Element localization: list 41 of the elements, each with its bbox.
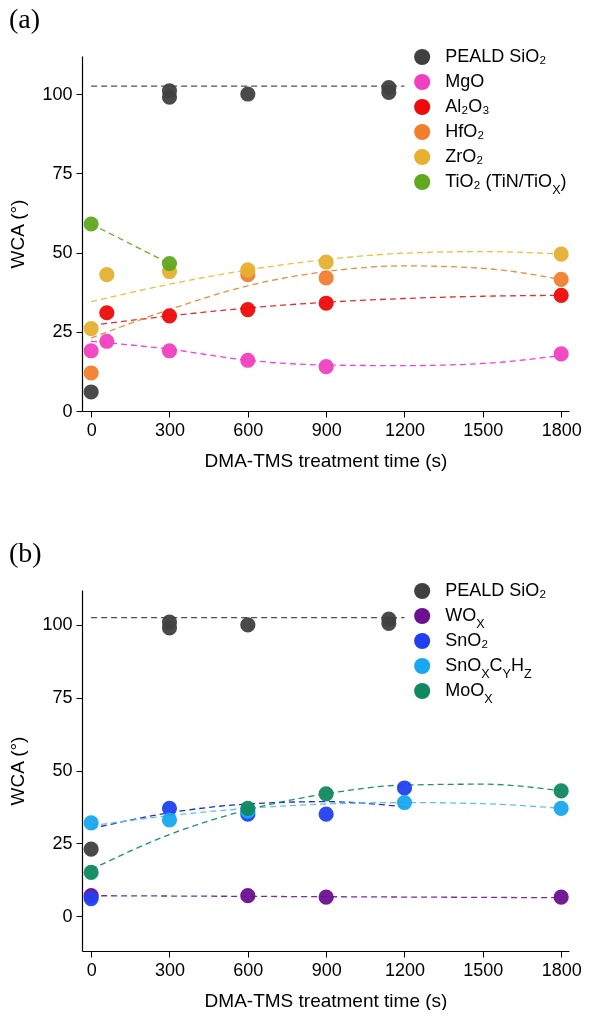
x-tick-label: 1800 bbox=[541, 419, 582, 440]
x-tick-label: 1500 bbox=[463, 959, 504, 980]
y-tick-label: 0 bbox=[62, 400, 73, 421]
y-tick-label: 50 bbox=[52, 760, 73, 780]
x-tick-label: 1200 bbox=[384, 959, 426, 980]
x-tick-label: 0 bbox=[86, 419, 97, 440]
x-tick-label: 300 bbox=[154, 419, 185, 440]
y-tick-label: 100 bbox=[42, 83, 73, 104]
legend-label: Al₂O₃ bbox=[445, 96, 490, 116]
y-axis-title: WCA (°) bbox=[7, 736, 29, 806]
x-tick-label: 1800 bbox=[541, 959, 582, 980]
x-axis-title: DMA-TMS treatment time (s) bbox=[204, 989, 448, 1011]
legend-label: TiO₂ (TiN/TiO$_{X}$) bbox=[445, 171, 567, 197]
y-tick-label: 50 bbox=[52, 242, 73, 263]
y-tick-label: 25 bbox=[52, 832, 73, 853]
legend-label: PEALD SiO₂ bbox=[445, 580, 547, 600]
legend-label: SnO₂ bbox=[445, 630, 489, 650]
x-tick-label: 900 bbox=[311, 959, 342, 980]
x-tick-label: 600 bbox=[233, 959, 264, 980]
x-tick-label: 900 bbox=[311, 419, 342, 440]
x-tick-label: 1500 bbox=[463, 419, 504, 440]
legend-label: WO$_{X}$ bbox=[445, 605, 486, 631]
legend-label: PEALD SiO₂ bbox=[445, 46, 547, 66]
legend-label: ZrO₂ bbox=[445, 146, 484, 166]
x-tick-label: 600 bbox=[233, 419, 264, 440]
x-tick-label: 1200 bbox=[384, 419, 426, 440]
legend-label: MoO$_{X}$ bbox=[445, 680, 494, 706]
legend-label: MgO bbox=[445, 71, 485, 91]
chart-title: (b) bbox=[8, 537, 42, 568]
legend-label: SnO$_{X}$C$_{Y}$H$_{Z}$ bbox=[445, 655, 532, 681]
y-tick-label: 75 bbox=[52, 162, 73, 183]
y-tick-label: 0 bbox=[62, 905, 73, 926]
y-tick-label: 100 bbox=[42, 614, 73, 635]
chart-title: (a) bbox=[8, 3, 41, 34]
x-tick-label: 0 bbox=[86, 959, 97, 980]
y-tick-label: 75 bbox=[52, 687, 73, 708]
y-tick-label: 25 bbox=[52, 321, 73, 342]
x-tick-label: 300 bbox=[154, 959, 185, 980]
legend-label: HfO₂ bbox=[445, 121, 485, 141]
x-axis-title: DMA-TMS treatment time (s) bbox=[204, 449, 448, 471]
y-axis-title: WCA (°) bbox=[7, 199, 29, 269]
